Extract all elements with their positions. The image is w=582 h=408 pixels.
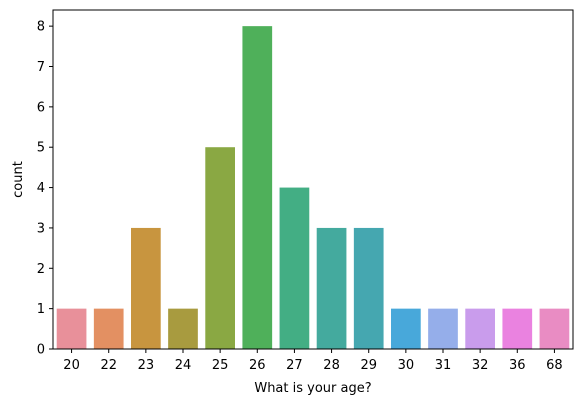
x-tick-label: 32	[472, 358, 489, 373]
y-tick-label: 5	[37, 141, 45, 156]
x-tick-label: 31	[435, 358, 452, 373]
bar-25	[205, 147, 235, 349]
x-tick-label: 28	[323, 358, 340, 373]
bar-30	[391, 308, 421, 349]
y-tick-label: 1	[37, 302, 45, 317]
y-tick-label: 4	[37, 181, 45, 196]
x-tick-label: 23	[138, 358, 155, 373]
x-tick-label: 36	[509, 358, 526, 373]
x-tick-label: 30	[398, 358, 415, 373]
bar-24	[168, 308, 198, 349]
bar-23	[131, 227, 161, 349]
bar-31	[428, 308, 458, 349]
x-tick-label: 20	[63, 358, 80, 373]
bar-27	[279, 187, 310, 349]
bar-26	[242, 26, 273, 349]
y-tick-label: 8	[37, 20, 45, 35]
x-axis-title: What is your age?	[254, 381, 371, 396]
bar-68	[539, 308, 570, 349]
x-tick-label: 27	[286, 358, 303, 373]
y-tick-label: 0	[37, 343, 45, 358]
y-axis-title: count	[11, 161, 26, 198]
y-tick-label: 7	[37, 60, 45, 75]
bar-29	[353, 227, 384, 349]
x-tick-label: 68	[546, 358, 563, 373]
bar-36	[502, 308, 533, 349]
x-tick-label: 25	[212, 358, 229, 373]
x-tick-label: 22	[100, 358, 117, 373]
y-tick-label: 6	[37, 100, 45, 115]
bars	[56, 26, 570, 349]
y-tick-label: 2	[37, 262, 45, 277]
x-tick-label: 29	[360, 358, 377, 373]
bar-32	[465, 308, 495, 349]
bar-28	[316, 227, 347, 349]
bar-20	[56, 308, 87, 349]
plot-frame	[52, 9, 574, 350]
y-tick-label: 3	[37, 221, 45, 236]
bar-22	[93, 308, 124, 349]
x-tick-label: 24	[175, 358, 192, 373]
x-tick-label: 26	[249, 358, 266, 373]
